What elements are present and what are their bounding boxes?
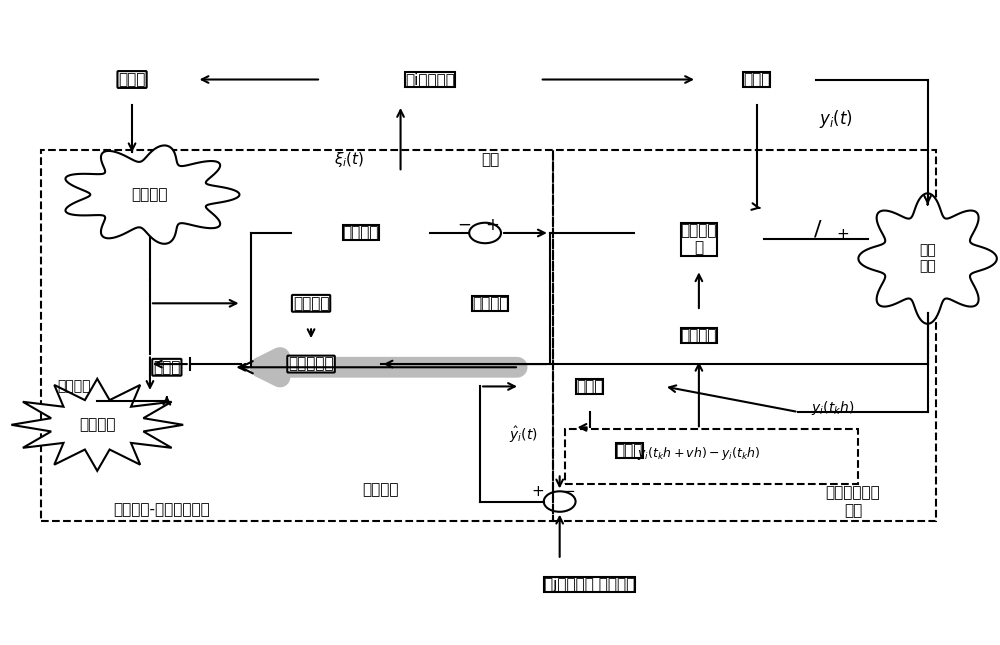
Text: 观测器: 观测器 xyxy=(576,379,603,394)
Text: $y_i(t_kh)$: $y_i(t_kh)$ xyxy=(811,399,855,417)
Text: 通讯网络: 通讯网络 xyxy=(132,187,168,202)
Text: +: + xyxy=(837,227,849,242)
Text: +: + xyxy=(485,215,499,233)
Text: 控制器: 控制器 xyxy=(153,360,181,375)
Text: 动态参数: 动态参数 xyxy=(681,328,717,342)
Text: −: − xyxy=(562,484,575,499)
Text: 跟踪误差: 跟踪误差 xyxy=(472,296,508,311)
Text: 估计信息: 估计信息 xyxy=(362,482,399,497)
Polygon shape xyxy=(858,194,997,324)
Text: 攻击机制: 攻击机制 xyxy=(79,417,116,432)
Text: 触发误差: 触发误差 xyxy=(293,296,329,311)
Bar xyxy=(565,430,858,484)
Text: 积分器: 积分器 xyxy=(616,443,643,458)
Polygon shape xyxy=(65,145,239,244)
Text: 第一触发
器: 第一触发 器 xyxy=(681,223,717,255)
Polygon shape xyxy=(11,379,183,471)
Text: 传感器: 传感器 xyxy=(743,72,770,87)
Text: 通讯
网络: 通讯 网络 xyxy=(919,243,936,273)
Bar xyxy=(553,150,936,521)
Text: $y_i(t)$: $y_i(t)$ xyxy=(819,108,853,130)
Text: 第二触发器: 第二触发器 xyxy=(288,357,334,372)
Text: −: − xyxy=(457,215,471,233)
Bar xyxy=(41,150,553,521)
Text: +: + xyxy=(531,484,544,499)
Text: 第j个子系统 观测信息: 第j个子系统 观测信息 xyxy=(544,577,635,592)
Text: $\hat{y}_i(t)$: $\hat{y}_i(t)$ xyxy=(509,424,538,444)
Text: 基于事件的观
测器: 基于事件的观 测器 xyxy=(826,485,880,518)
Text: 执行器: 执行器 xyxy=(118,72,146,87)
Text: 基于事件-观测的控制器: 基于事件-观测的控制器 xyxy=(114,502,210,517)
Text: 第i个子系统: 第i个子系统 xyxy=(405,72,455,87)
Text: /: / xyxy=(814,220,822,240)
Text: 理想轨迹: 理想轨迹 xyxy=(58,379,91,393)
Text: 理想轨迹: 理想轨迹 xyxy=(343,226,379,241)
Text: 干扰: 干扰 xyxy=(481,152,499,167)
Text: $\xi_i(t)$: $\xi_i(t)$ xyxy=(334,150,364,169)
Text: $y_i(t_kh+vh)-y_i(t_kh)$: $y_i(t_kh+vh)-y_i(t_kh)$ xyxy=(637,445,761,462)
